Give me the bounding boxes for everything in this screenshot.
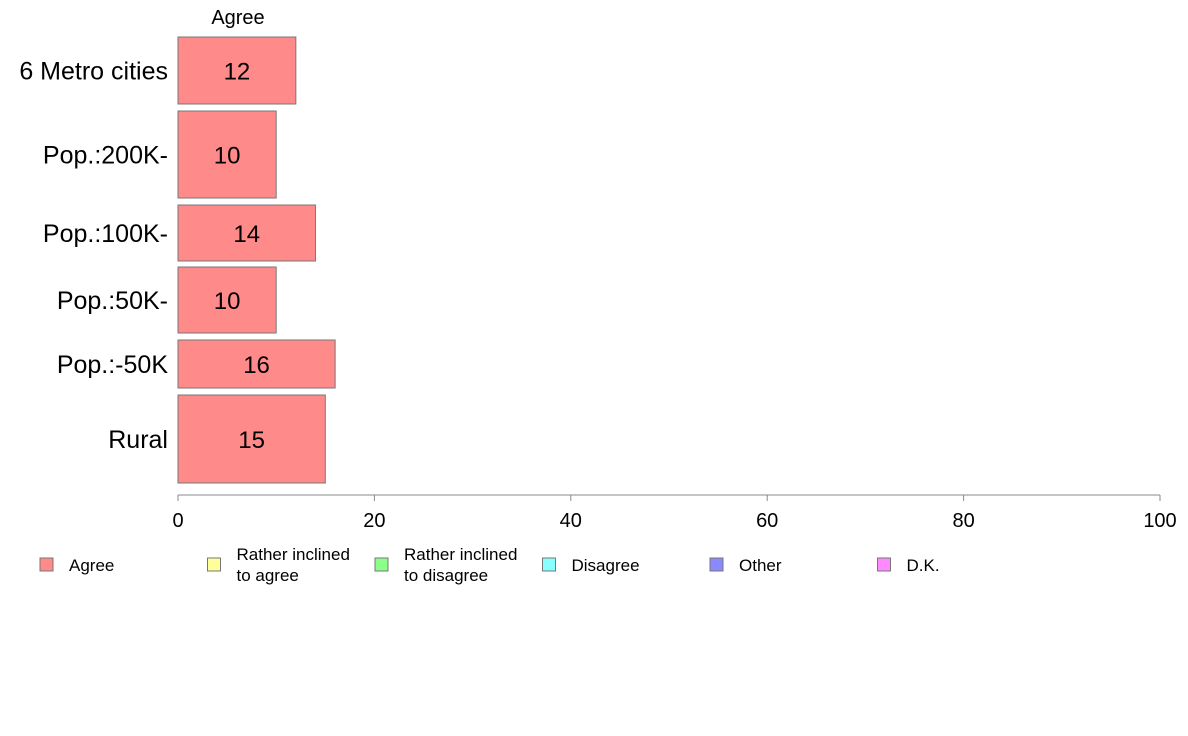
- legend-swatch: [374, 557, 389, 572]
- legend-label: Disagree: [572, 556, 640, 575]
- bar-value-label: 15: [238, 427, 265, 454]
- bar-value-label: 14: [233, 221, 260, 248]
- legend-label: D.K.: [907, 556, 940, 575]
- legend-label: Other: [739, 556, 782, 575]
- legend-swatch: [877, 557, 891, 572]
- legend-swatch: [207, 557, 221, 572]
- category-label: 6 Metro cities: [19, 58, 168, 86]
- legend-label: Agree: [69, 556, 114, 575]
- bar-value-label: 10: [214, 288, 241, 315]
- bar-segment: [177, 266, 277, 334]
- legend-label: Rather inclined to agree: [237, 545, 350, 585]
- category-label: Rural: [108, 426, 168, 454]
- legend-label: Rather inclined to disagree: [404, 545, 517, 585]
- category-label: Pop.:50K-: [57, 287, 168, 315]
- bar-segment: [177, 204, 316, 262]
- x-tick-label: 40: [560, 510, 582, 532]
- legend-swatch: [542, 557, 556, 572]
- bar-value-label: 16: [243, 352, 270, 379]
- category-label: Pop.:-50K: [57, 351, 169, 379]
- x-tick-label: 100: [1143, 510, 1176, 532]
- bars-group: 6 Metro cities 12 Pop.:200K- 10 Pop.:100K- 14…: [19, 36, 336, 484]
- legend: Agree Rather inclined to agree Rather incli…: [39, 545, 940, 585]
- bar-segment: [177, 110, 277, 199]
- x-tick-label: 20: [363, 510, 385, 532]
- x-tick-label: 0: [172, 510, 183, 532]
- column-label: Agree: [211, 7, 264, 29]
- legend-swatch: [39, 557, 54, 572]
- bar-value-label: 10: [214, 143, 241, 170]
- x-tick-label: 60: [756, 510, 778, 532]
- category-label: Pop.:100K-: [43, 220, 168, 248]
- category-label: Pop.:200K-: [43, 142, 168, 170]
- x-axis: 0 20 40 60 80 100: [172, 494, 1177, 532]
- bar-segment: [177, 36, 297, 105]
- bar-segment: [177, 339, 336, 389]
- legend-swatch: [709, 557, 724, 572]
- bar-value-label: 12: [224, 59, 251, 86]
- bar-segment: [177, 394, 326, 484]
- x-tick-label: 80: [952, 510, 974, 532]
